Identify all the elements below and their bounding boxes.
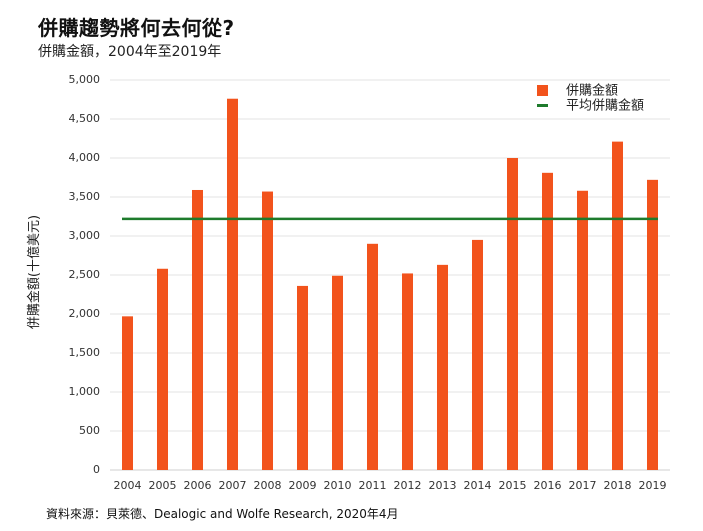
y-tick-label: 4,000 [69, 151, 101, 164]
legend: 併購金額 平均併購金額 [537, 83, 644, 114]
x-tick-label: 2007 [219, 479, 247, 492]
legend-swatch-bar [537, 85, 548, 96]
x-tick-label: 2006 [184, 479, 212, 492]
x-axis-ticks: 2004 2005 2006 2007 2008 2009 2010 2011 2012 2013… [114, 479, 667, 492]
x-tick-label: 2005 [149, 479, 177, 492]
bar-2019 [647, 179, 658, 470]
bar-2014 [472, 239, 483, 470]
x-tick-label: 2010 [324, 479, 352, 492]
gridlines [110, 79, 670, 471]
y-tick-label: 3,000 [69, 229, 101, 242]
y-tick-label: 500 [79, 424, 100, 437]
y-tick-label: 4,500 [69, 112, 101, 125]
y-tick-label: 1,000 [69, 385, 101, 398]
bars [122, 98, 658, 471]
x-tick-label: 2016 [534, 479, 562, 492]
bar-2010 [332, 275, 343, 470]
y-tick-label: 2,500 [69, 268, 101, 281]
legend-label-bar: 併購金額 [566, 83, 618, 99]
x-tick-label: 2008 [254, 479, 282, 492]
chart-title: 併購趨勢將何去何從? [38, 16, 235, 40]
x-tick-label: 2004 [114, 479, 142, 492]
y-tick-label: 3,500 [69, 190, 101, 203]
y-tick-label: 1,500 [69, 346, 101, 359]
x-tick-label: 2017 [569, 479, 597, 492]
bar-2016 [542, 172, 553, 470]
x-tick-label: 2018 [604, 479, 632, 492]
bar-2018 [612, 141, 623, 470]
x-tick-label: 2009 [289, 479, 317, 492]
chart-subtitle: 併購金額，2004年至2019年 [38, 44, 222, 60]
bar-2008 [262, 191, 273, 471]
source-note: 資料來源：貝萊德、Dealogic and Wolfe Research, 20… [46, 507, 399, 521]
y-axis-ticks: 0 500 1,000 1,500 2,000 2,500 3,000 3,500 4,000 4… [69, 73, 101, 476]
legend-label-average-line: 平均併購金額 [566, 98, 644, 114]
bar-2012 [402, 273, 413, 470]
bar-2015 [507, 158, 518, 470]
bar-2007 [227, 98, 238, 470]
x-tick-label: 2015 [499, 479, 527, 492]
bar-2009 [297, 285, 308, 470]
bar-2005 [157, 268, 168, 470]
y-tick-label: 2,000 [69, 307, 101, 320]
x-tick-label: 2011 [359, 479, 387, 492]
bar-2006 [192, 189, 203, 471]
x-tick-label: 2019 [639, 479, 667, 492]
x-tick-label: 2014 [464, 479, 492, 492]
legend-swatch-average-line [537, 104, 548, 107]
y-tick-label: 0 [93, 463, 100, 476]
bar-2004 [122, 316, 133, 470]
bar-2017 [577, 190, 588, 470]
y-tick-label: 5,000 [69, 73, 101, 86]
y-axis-title: 併購金額(十億美元) [26, 215, 42, 329]
x-tick-label: 2013 [429, 479, 457, 492]
bar-2013 [437, 264, 448, 470]
bar-2011 [367, 243, 378, 470]
x-tick-label: 2012 [394, 479, 422, 492]
